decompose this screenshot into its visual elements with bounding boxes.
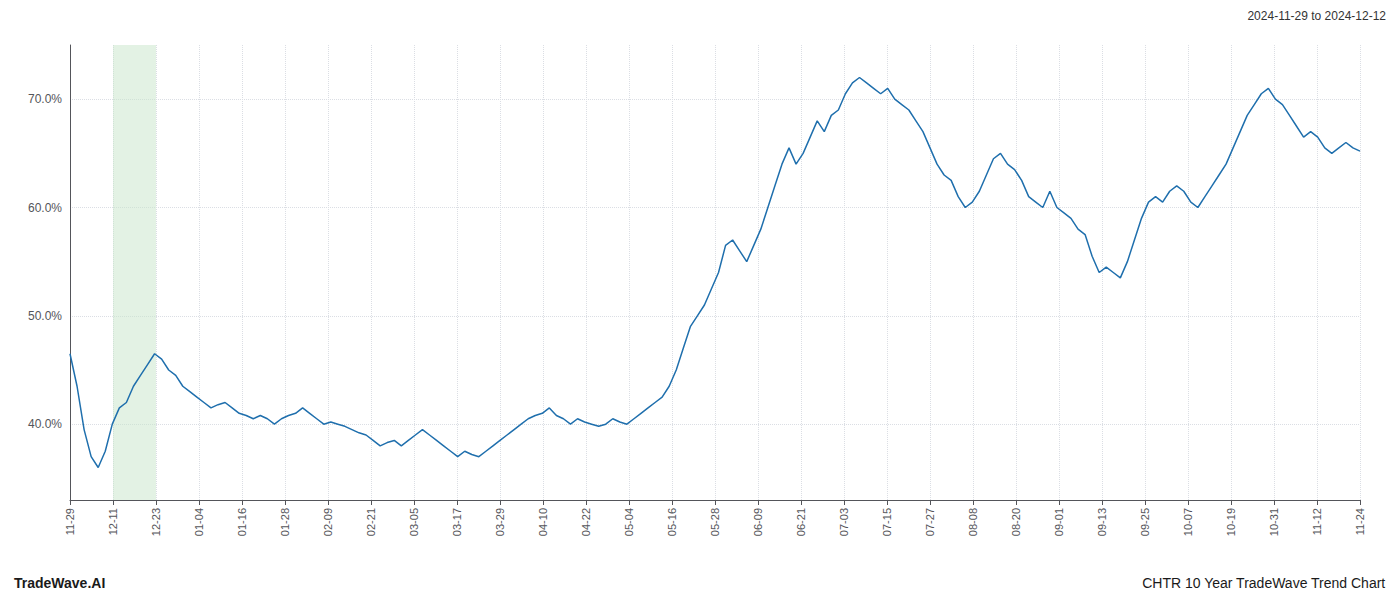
svg-text:08-08: 08-08 bbox=[967, 508, 979, 536]
svg-text:40.0%: 40.0% bbox=[28, 417, 62, 431]
svg-text:09-01: 09-01 bbox=[1053, 508, 1065, 536]
svg-text:11-12: 11-12 bbox=[1311, 508, 1323, 535]
svg-text:02-09: 02-09 bbox=[322, 508, 334, 536]
svg-text:04-10: 04-10 bbox=[537, 508, 549, 536]
svg-text:04-22: 04-22 bbox=[580, 508, 592, 536]
svg-text:10-31: 10-31 bbox=[1268, 508, 1280, 536]
svg-text:05-04: 05-04 bbox=[623, 508, 635, 536]
svg-text:07-27: 07-27 bbox=[924, 508, 936, 536]
svg-text:05-16: 05-16 bbox=[666, 508, 678, 536]
svg-text:11-24: 11-24 bbox=[1354, 508, 1366, 535]
svg-text:09-25: 09-25 bbox=[1139, 508, 1151, 536]
svg-text:TradeWave.AI: TradeWave.AI bbox=[14, 575, 105, 591]
svg-text:08-20: 08-20 bbox=[1010, 508, 1022, 536]
svg-text:01-04: 01-04 bbox=[193, 508, 205, 536]
svg-text:11-29: 11-29 bbox=[64, 508, 76, 535]
svg-text:01-28: 01-28 bbox=[279, 508, 291, 536]
svg-text:03-17: 03-17 bbox=[451, 508, 463, 536]
svg-text:10-19: 10-19 bbox=[1225, 508, 1237, 536]
svg-text:10-07: 10-07 bbox=[1182, 508, 1194, 536]
svg-text:CHTR 10 Year TradeWave Trend C: CHTR 10 Year TradeWave Trend Chart bbox=[1142, 575, 1385, 591]
svg-text:12-23: 12-23 bbox=[150, 508, 162, 536]
svg-text:70.0%: 70.0% bbox=[28, 92, 62, 106]
svg-text:50.0%: 50.0% bbox=[28, 309, 62, 323]
svg-text:01-16: 01-16 bbox=[236, 508, 248, 536]
svg-text:2024-11-29 to 2024-12-12: 2024-11-29 to 2024-12-12 bbox=[1247, 9, 1386, 23]
svg-text:02-21: 02-21 bbox=[365, 508, 377, 536]
svg-text:06-21: 06-21 bbox=[795, 508, 807, 536]
svg-text:03-05: 03-05 bbox=[408, 508, 420, 536]
svg-text:07-15: 07-15 bbox=[881, 508, 893, 536]
svg-text:05-28: 05-28 bbox=[709, 508, 721, 536]
svg-text:07-03: 07-03 bbox=[838, 508, 850, 536]
svg-text:03-29: 03-29 bbox=[494, 508, 506, 536]
svg-text:09-13: 09-13 bbox=[1096, 508, 1108, 536]
svg-text:12-11: 12-11 bbox=[107, 508, 119, 535]
svg-text:60.0%: 60.0% bbox=[28, 201, 62, 215]
svg-text:06-09: 06-09 bbox=[752, 508, 764, 536]
